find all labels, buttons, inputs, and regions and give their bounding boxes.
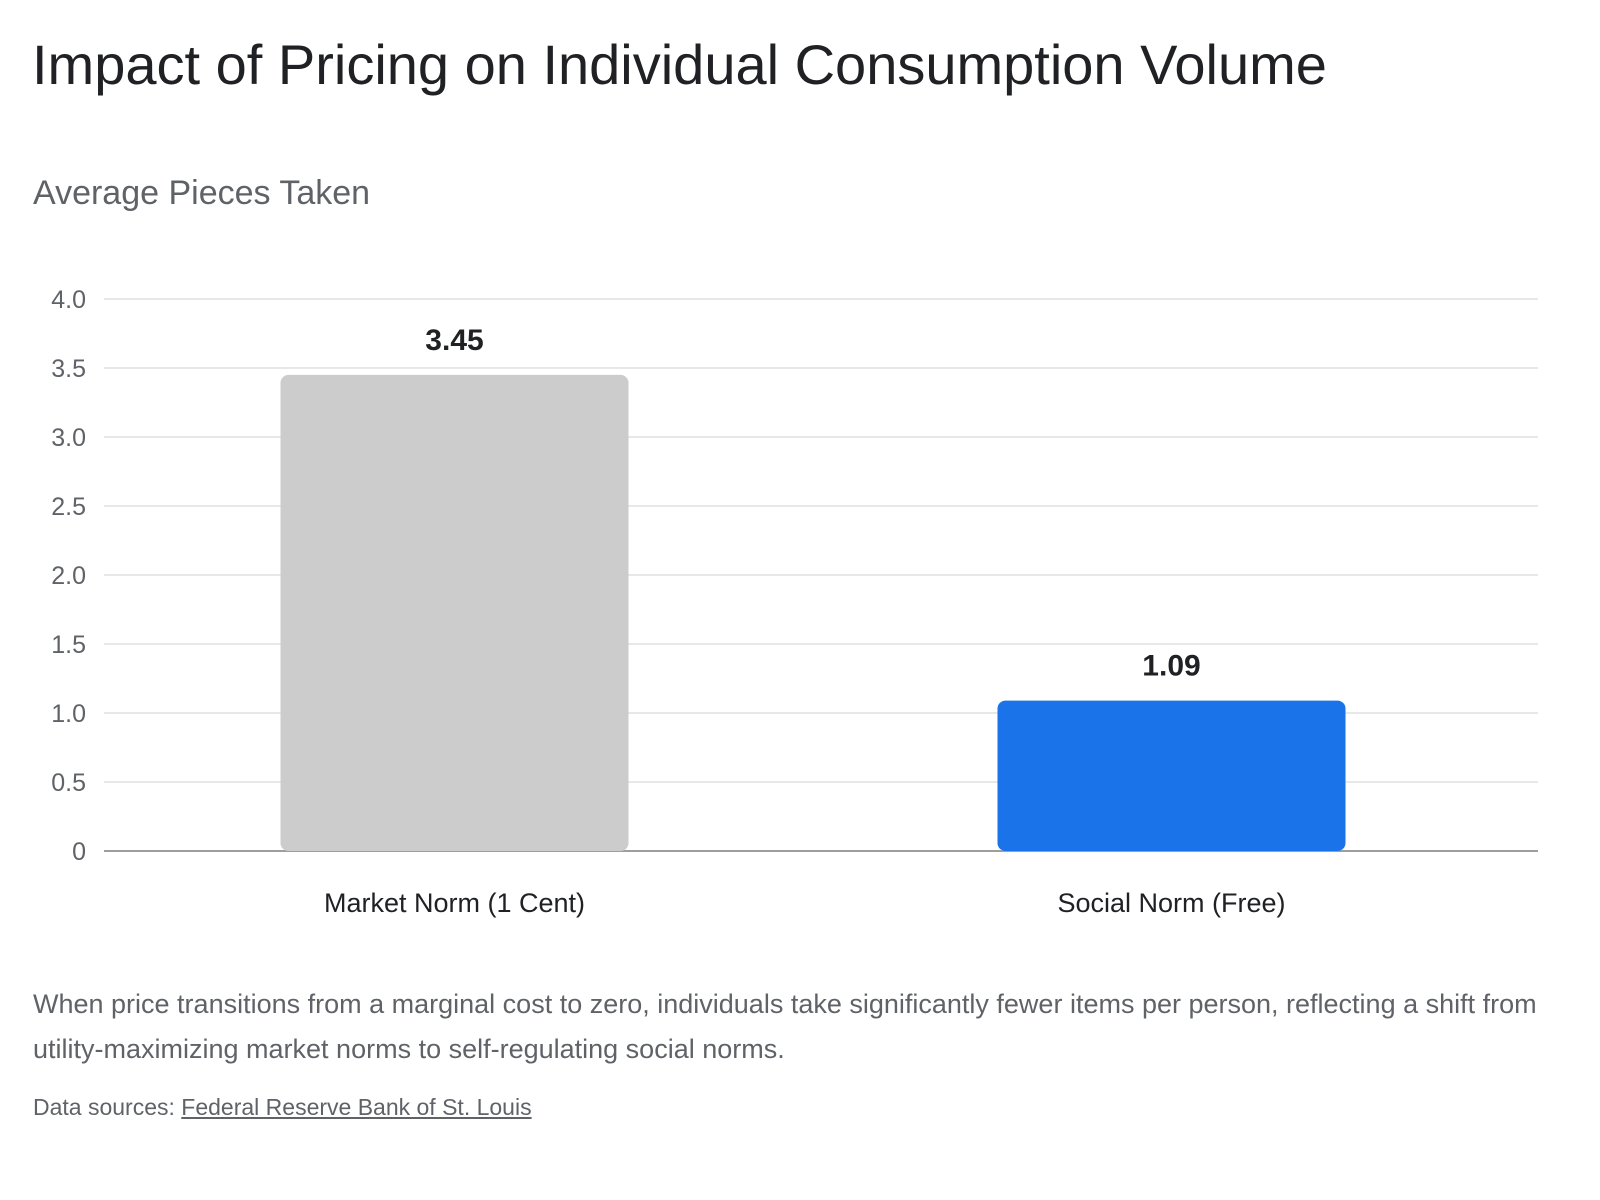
- bar-0: [280, 374, 629, 851]
- y-tick-label: 1.5: [51, 631, 86, 659]
- y-tick-label: 3.5: [51, 355, 86, 383]
- data-source-link[interactable]: Federal Reserve Bank of St. Louis: [181, 1094, 532, 1120]
- chart-subtitle: Average Pieces Taken: [33, 174, 371, 212]
- y-tick-label: 4.0: [51, 286, 86, 314]
- y-tick-label: 2.0: [51, 562, 86, 590]
- y-tick-label: 0.5: [51, 769, 86, 797]
- chart-title: Impact of Pricing on Individual Consumpt…: [32, 33, 1327, 96]
- bar-1: [997, 700, 1346, 851]
- data-sources-label: Data sources:: [33, 1094, 175, 1120]
- y-tick-label: 3.0: [51, 424, 86, 452]
- y-tick-label: 1.0: [51, 700, 86, 728]
- labels: 0 0.5 1.0 1.5 2.0 2.5 3.0 3.5 4.0 3.45 Market Norm…: [51, 286, 1285, 918]
- bar-chart: 0 0.5 1.0 1.5 2.0 2.5 3.0 3.5 4.0 3.45 Market Norm…: [51, 286, 1538, 918]
- data-label: 1.09: [1142, 650, 1200, 683]
- y-tick-label: 0: [72, 838, 86, 866]
- data-label: 3.45: [425, 324, 483, 357]
- bars: [280, 374, 1346, 851]
- x-category-label: Market Norm (1 Cent): [324, 888, 585, 918]
- chart-caption: When price transitions from a marginal c…: [33, 989, 1537, 1064]
- y-tick-label: 2.5: [51, 493, 86, 521]
- data-sources: Data sources: Federal Reserve Bank of St…: [33, 1094, 532, 1121]
- x-category-label: Social Norm (Free): [1057, 888, 1285, 918]
